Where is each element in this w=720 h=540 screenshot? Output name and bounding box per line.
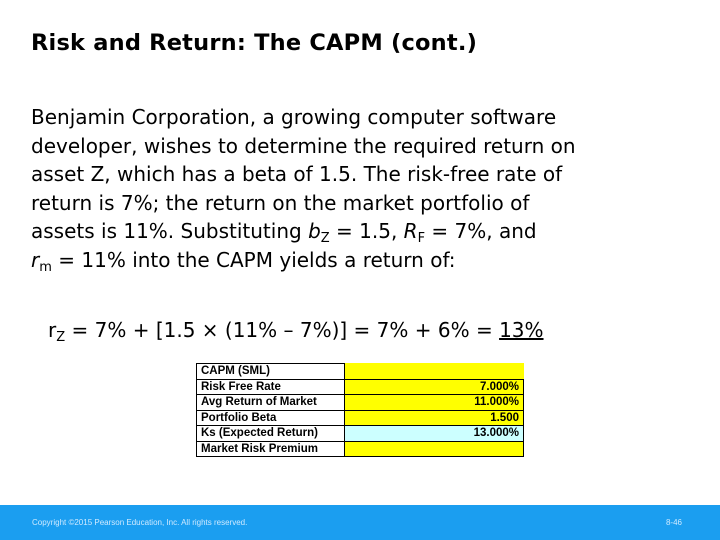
table-header-row: CAPM (SML) — [196, 363, 524, 380]
table-header-fill — [344, 363, 524, 380]
row-label: Risk Free Rate — [196, 378, 345, 395]
table-row: Market Risk Premium — [196, 440, 524, 457]
risk-free-subscript: F — [417, 231, 426, 246]
formula-result: 13% — [499, 318, 544, 342]
row-label: Avg Return of Market — [196, 394, 345, 411]
row-label: Market Risk Premium — [196, 440, 345, 457]
row-label: Ks (Expected Return) — [196, 425, 345, 442]
formula-expression: = 7% + [1.5 × (11% – 7%)] = 7% + 6% = — [65, 318, 500, 342]
market-return-symbol: r — [31, 247, 40, 272]
formula-lhs-subscript: Z — [56, 330, 66, 345]
capm-formula: rZ = 7% + [1.5 × (11% – 7%)] = 7% + 6% =… — [48, 318, 544, 345]
row-value — [344, 440, 524, 457]
beta-subscript: Z — [320, 231, 330, 246]
capm-table: CAPM (SML) Risk Free Rate 7.000% Avg Ret… — [196, 363, 524, 457]
row-value: 11.000% — [344, 394, 524, 411]
problem-statement: Benjamin Corporation, a growing computer… — [31, 103, 701, 274]
table-row: Avg Return of Market 11.000% — [196, 394, 524, 411]
page-number: 8-46 — [665, 518, 682, 527]
body-line: return is 7%; the return on the market p… — [31, 190, 530, 215]
beta-symbol: b — [308, 219, 321, 243]
market-return-subscript: m — [39, 259, 52, 275]
table-row: Ks (Expected Return) 13.000% — [196, 425, 524, 442]
table-row: Portfolio Beta 1.500 — [196, 409, 524, 426]
body-line: asset Z, which has a beta of 1.5. The ri… — [31, 162, 563, 186]
row-value: 1.500 — [344, 409, 524, 426]
body-text-fragment: = 7%, and — [425, 219, 537, 243]
body-text-fragment: = 1.5, — [329, 219, 404, 243]
table-row: Risk Free Rate 7.000% — [196, 378, 524, 395]
row-value: 13.000% — [344, 425, 524, 442]
body-text-fragment: = 11% into the CAPM yields a return of: — [51, 247, 456, 272]
slide-title: Risk and Return: The CAPM (cont.) — [31, 30, 478, 56]
body-text-fragment: assets is 11%. Substituting — [31, 219, 309, 243]
body-line: rm = 11% into the CAPM yields a return o… — [31, 246, 701, 275]
body-line: developer, wishes to determine the requi… — [31, 133, 576, 158]
footer-bar: Copyright ©2015 Pearson Education, Inc. … — [0, 505, 720, 540]
row-label: Portfolio Beta — [196, 409, 345, 426]
formula-lhs: r — [48, 318, 57, 342]
table-header-cell: CAPM (SML) — [196, 363, 345, 380]
body-line: Benjamin Corporation, a growing computer… — [31, 105, 557, 129]
body-line: assets is 11%. Substituting bZ = 1.5, RF… — [31, 217, 701, 246]
row-value: 7.000% — [344, 378, 524, 395]
risk-free-symbol: R — [403, 219, 418, 243]
copyright-notice: Copyright ©2015 Pearson Education, Inc. … — [32, 518, 248, 527]
